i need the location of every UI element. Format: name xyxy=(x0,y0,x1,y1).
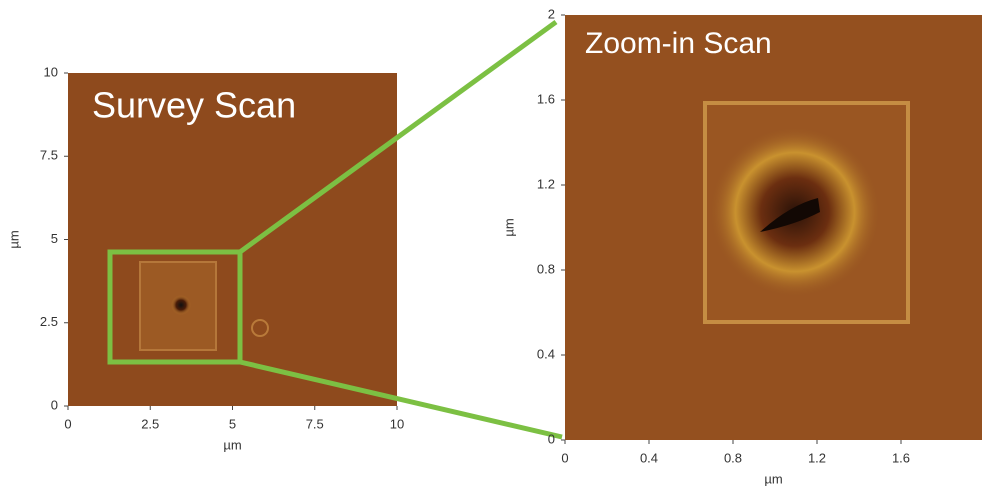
y-tick-label: 5 xyxy=(51,231,58,246)
x-tick-label: 0 xyxy=(561,450,568,465)
x-axis-label: µm xyxy=(764,471,782,486)
x-tick-label: 0.8 xyxy=(724,450,742,465)
x-tick-label: 1.6 xyxy=(892,450,910,465)
y-tick-label: 7.5 xyxy=(40,148,58,163)
y-tick-label: 2 xyxy=(548,6,555,21)
y-tick-label: 10 xyxy=(44,64,58,79)
y-tick-label: 2.5 xyxy=(40,314,58,329)
y-tick-label: 0 xyxy=(548,431,555,446)
zoom-image xyxy=(565,15,982,440)
y-tick-label: 0.8 xyxy=(537,261,555,276)
y-tick-label: 1.6 xyxy=(537,91,555,106)
x-tick-label: 0.4 xyxy=(640,450,658,465)
x-tick-label: 1.2 xyxy=(808,450,826,465)
panel-title: Survey Scan xyxy=(92,85,296,126)
y-axis-label: µm xyxy=(501,218,516,236)
x-axis-label: µm xyxy=(223,437,241,452)
figure: 0 2.5 5 7.5 10 0 2.5 5 7.5 10 µm µm Survey Scan 0 0.4 0… xyxy=(0,0,982,488)
y-axis-label: µm xyxy=(6,230,21,248)
panel-title: Zoom-in Scan xyxy=(585,27,772,60)
x-tick-label: 10 xyxy=(390,416,404,431)
x-tick-label: 2.5 xyxy=(141,416,159,431)
y-tick-label: 1.2 xyxy=(537,176,555,191)
x-tick-label: 5 xyxy=(229,416,236,431)
x-tick-label: 7.5 xyxy=(306,416,324,431)
y-tick-label: 0 xyxy=(51,397,58,412)
y-tick-label: 0.4 xyxy=(537,346,555,361)
x-tick-label: 0 xyxy=(64,416,71,431)
